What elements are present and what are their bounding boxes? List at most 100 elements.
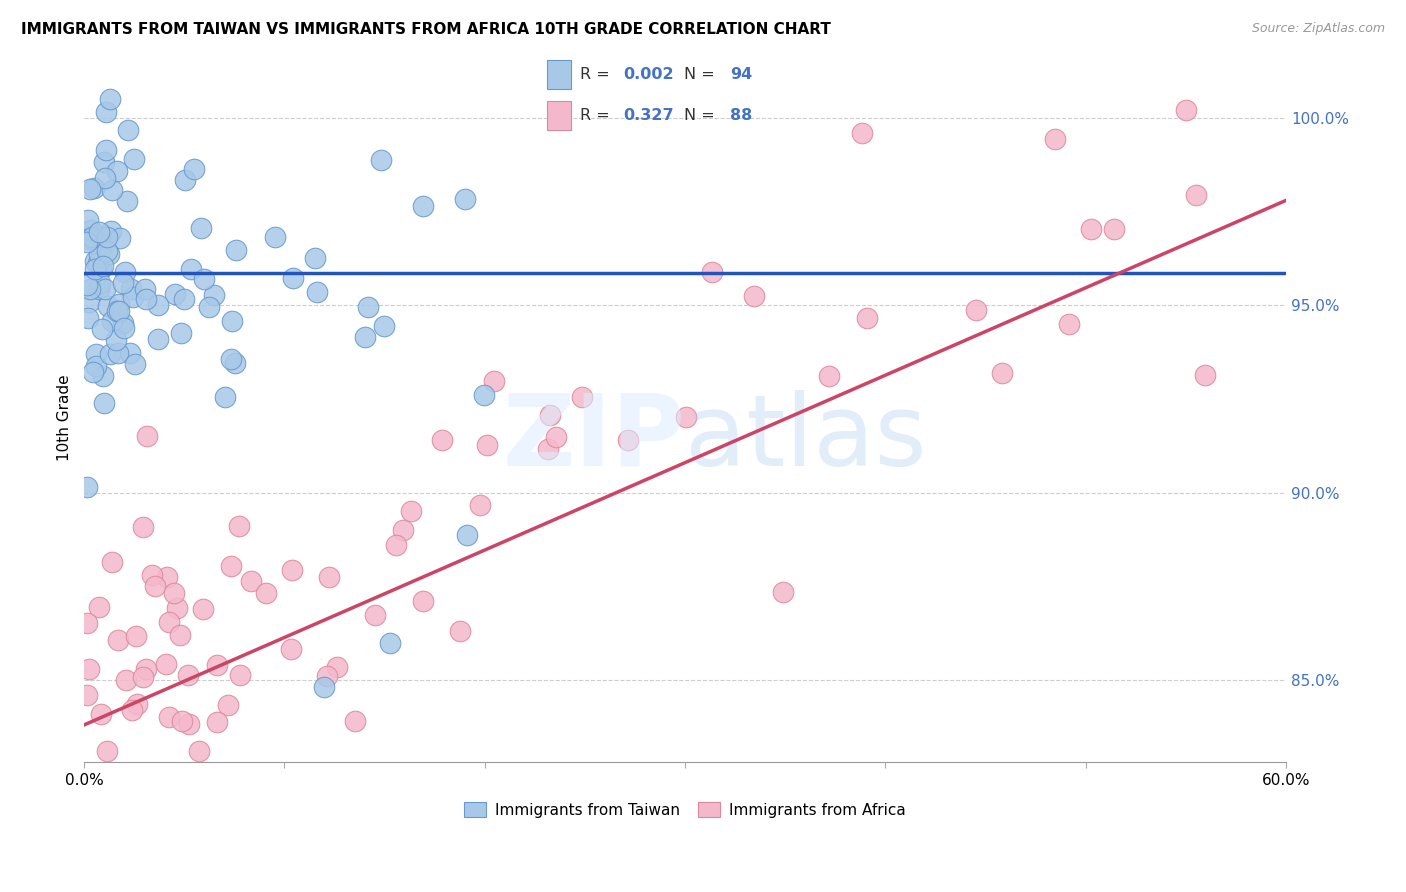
Text: N =: N = [683, 108, 720, 123]
Point [79, 282, 101, 296]
Point [96, 244, 118, 258]
Point [357, 301, 380, 315]
Point [772, 584, 794, 599]
Point [449, 624, 471, 638]
Text: Source: ZipAtlas.com: Source: ZipAtlas.com [1251, 22, 1385, 36]
Point [190, 221, 212, 235]
Point [544, 430, 567, 444]
Point [101, 183, 124, 197]
Point [254, 776, 277, 790]
Point [169, 628, 191, 642]
Point [132, 520, 155, 534]
Point [172, 805, 194, 820]
Point [254, 585, 277, 599]
Point [77, 294, 100, 309]
Point [96, 744, 118, 758]
Point [454, 192, 477, 206]
Point [148, 298, 170, 312]
Point [380, 635, 402, 649]
Point [475, 438, 498, 452]
Point [363, 608, 385, 623]
Point [224, 356, 246, 370]
Point [83, 181, 105, 195]
Point [89, 283, 111, 297]
Point [176, 667, 198, 681]
Point [370, 153, 392, 167]
Point [143, 579, 166, 593]
Point [205, 658, 228, 673]
Point [93, 155, 115, 169]
Point [105, 164, 128, 178]
Point [94, 171, 117, 186]
Point [344, 714, 367, 728]
Point [734, 860, 756, 874]
Point [90, 706, 112, 721]
Point [326, 659, 349, 673]
Point [173, 292, 195, 306]
Point [100, 822, 122, 836]
Point [90, 243, 112, 257]
Text: 88: 88 [731, 108, 752, 123]
Point [316, 669, 339, 683]
Point [121, 289, 143, 303]
Point [100, 347, 122, 361]
Point [136, 429, 159, 443]
Text: R =: R = [579, 108, 614, 123]
Point [855, 310, 877, 325]
Point [198, 300, 221, 314]
Point [76, 689, 98, 703]
Point [104, 334, 127, 348]
Point [115, 194, 138, 208]
Point [166, 855, 188, 870]
Point [538, 409, 561, 423]
Point [120, 282, 142, 296]
Point [101, 314, 124, 328]
Point [179, 716, 201, 731]
Point [97, 765, 120, 780]
Point [141, 568, 163, 582]
Point [399, 504, 422, 518]
Point [229, 668, 252, 682]
Point [163, 802, 186, 816]
Point [76, 235, 98, 250]
Point [77, 310, 100, 325]
Point [80, 223, 103, 237]
Point [304, 251, 326, 265]
Point [991, 367, 1014, 381]
Point [180, 262, 202, 277]
Point [240, 574, 263, 588]
Point [148, 795, 170, 809]
Point [472, 388, 495, 402]
Point [1174, 103, 1197, 118]
Point [281, 270, 304, 285]
Point [214, 390, 236, 404]
Point [219, 558, 242, 573]
Point [97, 299, 120, 313]
Point [219, 351, 242, 366]
Point [468, 499, 491, 513]
Point [373, 319, 395, 334]
Point [432, 433, 454, 447]
Point [280, 642, 302, 657]
Point [157, 710, 180, 724]
Text: ZIP: ZIP [502, 390, 685, 487]
Point [155, 657, 177, 671]
Point [115, 673, 138, 687]
Point [79, 182, 101, 196]
Point [318, 569, 340, 583]
Point [110, 784, 132, 798]
Point [1194, 368, 1216, 382]
Point [87, 225, 110, 239]
Point [83, 254, 105, 268]
Point [312, 681, 335, 695]
Point [156, 570, 179, 584]
Point [82, 365, 104, 379]
Point [965, 302, 987, 317]
Point [120, 346, 142, 360]
Bar [547, 101, 571, 130]
Point [191, 602, 214, 616]
Point [117, 123, 139, 137]
Y-axis label: 10th Grade: 10th Grade [58, 375, 72, 461]
Point [202, 287, 225, 301]
Point [281, 792, 304, 806]
